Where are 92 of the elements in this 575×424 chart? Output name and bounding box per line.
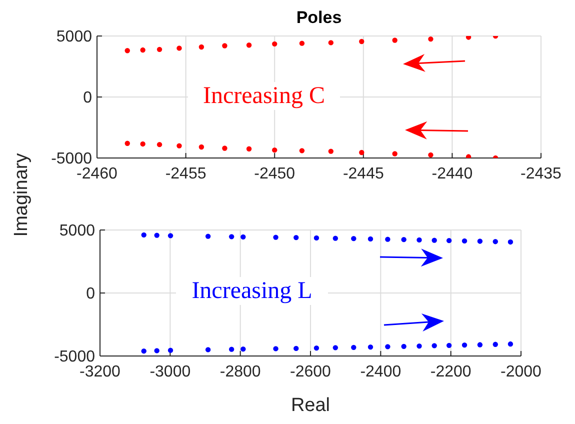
point — [124, 140, 130, 146]
point — [168, 233, 174, 238]
point — [156, 46, 162, 52]
point — [272, 147, 278, 153]
point — [351, 236, 356, 242]
point — [176, 143, 182, 148]
point — [205, 347, 211, 352]
x-tick-label: -2400 — [360, 363, 402, 380]
chart-title: Poles — [295, 8, 343, 28]
point — [154, 348, 160, 354]
point — [351, 344, 356, 350]
point — [428, 152, 434, 158]
point — [492, 238, 498, 244]
point — [385, 236, 390, 242]
x-tick-label: -2800 — [220, 363, 261, 380]
point — [176, 46, 182, 51]
point — [416, 237, 422, 243]
point — [392, 38, 398, 43]
y-tick-label: -5000 — [54, 348, 96, 366]
point — [141, 232, 146, 238]
y-tick-label: 0 — [83, 90, 92, 107]
point — [246, 42, 252, 48]
point — [299, 148, 305, 154]
point — [477, 342, 483, 348]
x-tick-label: -2000 — [500, 363, 542, 380]
y-tick-label: 0 — [86, 286, 96, 303]
point — [508, 239, 514, 245]
y-tick-label: 5000 — [59, 222, 96, 240]
x-tick-label: -2460 — [76, 165, 118, 182]
point — [240, 234, 246, 240]
x-tick-label: -2200 — [430, 363, 472, 380]
x-tick-label: -2600 — [290, 363, 332, 380]
point — [294, 346, 299, 352]
point — [154, 232, 160, 238]
point — [240, 346, 246, 352]
point — [392, 151, 398, 156]
point — [368, 236, 374, 242]
point — [222, 43, 228, 48]
point — [401, 236, 406, 242]
point — [314, 345, 320, 351]
annotation: Increasing C — [188, 82, 340, 110]
point — [228, 346, 234, 352]
x-tick-label: -2435 — [520, 165, 562, 182]
y-tick-label: 5000 — [56, 28, 92, 46]
point — [368, 344, 374, 350]
point — [294, 234, 299, 240]
point — [246, 146, 252, 152]
point — [168, 348, 174, 353]
point — [332, 236, 338, 241]
point — [477, 238, 483, 244]
point — [428, 36, 434, 42]
point — [432, 238, 437, 243]
point — [272, 41, 278, 47]
point — [332, 345, 338, 350]
x-tick-label: -2450 — [254, 165, 296, 182]
point — [205, 234, 211, 239]
point — [359, 38, 364, 44]
point — [140, 47, 146, 53]
point — [492, 342, 498, 348]
x-tick-label: -2455 — [165, 165, 206, 182]
point — [299, 40, 305, 46]
point — [156, 142, 162, 148]
point — [416, 343, 422, 349]
y-tick-label: -5000 — [51, 150, 92, 168]
point — [124, 48, 130, 54]
point — [508, 341, 514, 347]
point — [401, 344, 406, 350]
point — [359, 150, 364, 156]
point — [141, 348, 146, 354]
point — [198, 44, 204, 50]
x-tick-label: -3200 — [80, 363, 121, 380]
point — [462, 342, 468, 348]
point — [446, 238, 452, 244]
point — [462, 238, 468, 244]
point — [273, 346, 278, 352]
x-axis-title: Real — [290, 395, 330, 416]
point — [328, 40, 334, 46]
annotation: Increasing L — [176, 277, 328, 305]
point — [198, 144, 204, 150]
x-tick-label: -3000 — [150, 363, 191, 380]
point — [228, 234, 234, 240]
point — [314, 235, 320, 241]
point — [432, 343, 437, 348]
point — [446, 342, 452, 348]
point — [140, 141, 146, 147]
point — [273, 234, 278, 240]
point — [222, 146, 228, 151]
point — [328, 148, 334, 154]
x-tick-label: -2445 — [342, 165, 384, 182]
y-axis-title: Imaginary — [11, 153, 33, 237]
x-tick-label: -2440 — [432, 165, 473, 182]
point — [385, 344, 390, 350]
